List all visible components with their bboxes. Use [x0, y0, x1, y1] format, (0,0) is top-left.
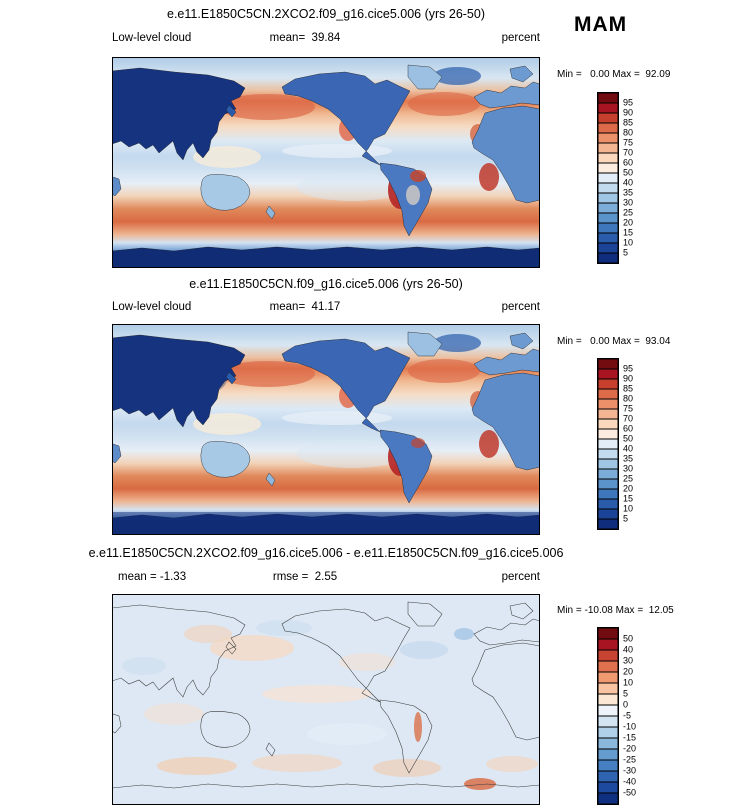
panel1-map	[112, 57, 540, 268]
panel1-colorbar: 95 90 85 80 75 70 60 50 40 35 30 25 20 15 10 5	[597, 92, 633, 264]
panel2-world-map-svg	[112, 324, 540, 535]
panel3-world-map-svg	[112, 594, 540, 805]
panel3-rmse-label: rmse = 2.55	[272, 571, 338, 583]
panel2-colorbar: 95 90 85 80 75 70 60 50 40 35 30 25 20 15 10 5	[597, 358, 633, 530]
panel2-mean-label: mean= 41.17	[269, 301, 341, 313]
panel2-title: e.e11.E1850C5CN.f09_g16.cice5.006 (yrs 2…	[189, 277, 463, 291]
panel1-minmax: Min = 0.00 Max = 92.09	[557, 69, 671, 80]
panel3-title: e.e11.E1850C5CN.2XCO2.f09_g16.cice5.006 …	[88, 546, 564, 560]
panel1-mean-label: mean= 39.84	[269, 32, 341, 44]
panel3-mean-label: mean = -1.33	[118, 571, 187, 583]
panel3-map	[112, 594, 540, 805]
panel2-minmax: Min = 0.00 Max = 93.04	[557, 336, 671, 347]
panel1-title: e.e11.E1850C5CN.2XCO2.f09_g16.cice5.006 …	[166, 7, 486, 21]
panel1-units-label: percent	[501, 32, 540, 44]
panel2-field-label: Low-level cloud	[112, 301, 192, 313]
season-label: MAM	[574, 13, 628, 36]
panel3-colorbar: 50 40 30 20 10 5 0 -5 -10 -15 -20 -25 -30 -40 -50	[597, 627, 636, 805]
panel3-minmax: Min = -10.08 Max = 12.05	[557, 605, 674, 616]
panel2-units-label: percent	[501, 301, 540, 313]
panel3-units-label: percent	[501, 571, 540, 583]
panel1-world-map-svg	[112, 57, 540, 268]
panel1-field-label: Low-level cloud	[112, 32, 192, 44]
panel2-map	[112, 324, 540, 535]
